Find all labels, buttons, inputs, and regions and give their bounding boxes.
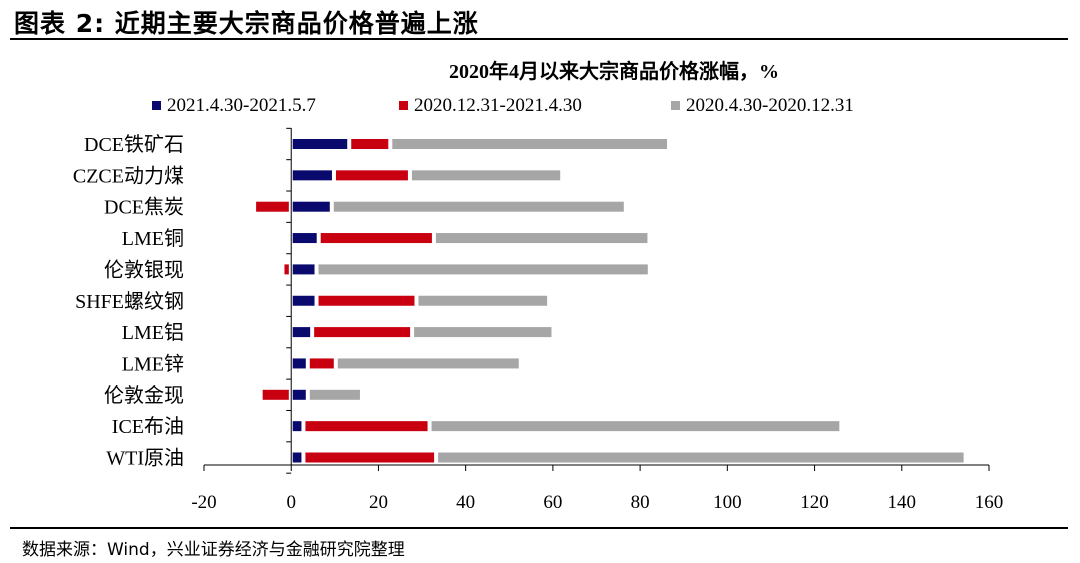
source-note: 数据来源：Wind，兴业证券经济与金融研究院整理 (22, 540, 405, 560)
bar-3-4 (435, 233, 648, 244)
bar-1-7 (292, 327, 311, 338)
bar-2-1 (351, 139, 389, 149)
bar-3-9 (309, 389, 360, 400)
axes-group: -20 0 20 40 60 80 100 120 140 160 DCE铁矿石 CZCE动力煤 DCE… (73, 127, 1004, 513)
bar-1-4 (292, 233, 317, 244)
x-tick-label-1: -20 (191, 492, 216, 513)
bar-2-9 (262, 389, 289, 400)
bars-group (256, 139, 964, 463)
legend-label-3: 2020.4.30-2020.12.31 (686, 95, 854, 116)
bar-3-7 (414, 327, 552, 338)
bar-1-1 (292, 139, 348, 149)
category-label-9: 伦敦金现 (104, 384, 184, 407)
bar-1-6 (292, 295, 315, 306)
category-label-2: CZCE动力煤 (73, 164, 184, 187)
bar-1-3 (292, 201, 330, 212)
bar-2-10 (305, 421, 428, 432)
bar-2-4 (320, 233, 432, 244)
bar-2-11 (305, 452, 435, 463)
x-tick-label-9: 140 (888, 492, 917, 513)
bar-1-5 (292, 264, 315, 275)
x-tick-label-5: 60 (543, 492, 562, 513)
x-tick-label-8: 120 (800, 492, 829, 513)
bottom-rule (10, 527, 1068, 529)
x-tick-label-4: 40 (456, 492, 475, 513)
bar-3-2 (411, 170, 561, 181)
category-label-11: WTI原油 (106, 447, 184, 470)
bar-3-3 (333, 201, 624, 212)
bar-3-11 (438, 452, 964, 463)
bar-1-10 (292, 421, 302, 432)
bar-2-6 (318, 295, 415, 306)
top-rule (10, 38, 1068, 40)
category-label-6: SHFE螺纹钢 (75, 290, 184, 313)
x-tick-label-7: 100 (713, 492, 742, 513)
bar-3-8 (337, 358, 519, 369)
x-tick-label-3: 20 (369, 492, 388, 513)
category-label-3: DCE焦炭 (104, 196, 184, 219)
category-label-5: 伦敦银现 (104, 258, 184, 281)
bar-2-8 (309, 358, 334, 369)
category-label-4: LME铜 (122, 227, 184, 250)
category-label-10: ICE布油 (112, 415, 184, 438)
bar-3-1 (392, 139, 668, 149)
bar-2-2 (335, 170, 408, 181)
bar-1-8 (292, 358, 306, 369)
legend-label-1: 2021.4.30-2021.5.7 (167, 95, 316, 116)
bar-3-6 (418, 295, 548, 306)
category-label-8: LME锌 (122, 352, 184, 375)
bar-2-3 (256, 201, 289, 212)
legend-label-2: 2020.12.31-2021.4.30 (414, 95, 582, 116)
chart-title: 2020年4月以来大宗商品价格涨幅，% (449, 59, 779, 83)
category-label-1: DCE铁矿石 (84, 133, 184, 156)
legend-swatch-2 (399, 101, 408, 110)
bar-2-5 (284, 264, 289, 275)
bar-3-10 (431, 421, 840, 432)
legend: 2021.4.30-2021.5.7 2020.12.31-2021.4.30 20… (152, 95, 854, 116)
legend-swatch-3 (671, 101, 680, 110)
figure-title: 图表 2: 近期主要大宗商品价格普遍上涨 (14, 9, 479, 38)
x-tick-label-10: 160 (975, 492, 1004, 513)
bar-1-2 (292, 170, 332, 181)
bar-3-5 (318, 264, 648, 275)
bar-1-11 (292, 452, 302, 463)
category-label-7: LME铝 (122, 321, 184, 344)
x-tick-label-2: 0 (286, 492, 296, 513)
legend-swatch-1 (152, 101, 161, 110)
bar-1-9 (292, 389, 306, 400)
bar-2-7 (314, 327, 411, 338)
x-tick-label-6: 80 (631, 492, 650, 513)
